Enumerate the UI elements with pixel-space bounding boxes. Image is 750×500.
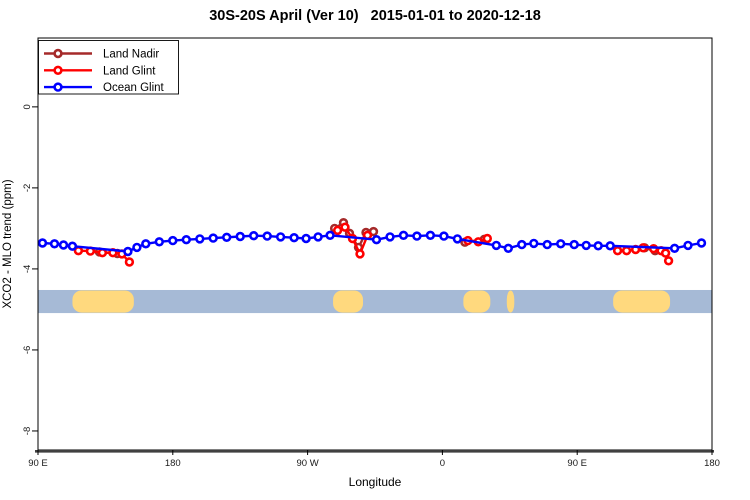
data-point-marker xyxy=(581,240,591,251)
x-axis-title: Longitude xyxy=(348,475,402,489)
x-tick-label: 90 E xyxy=(28,458,48,469)
data-point-marker xyxy=(452,234,463,244)
data-point-marker xyxy=(340,222,350,232)
data-point-marker xyxy=(683,240,693,251)
data-point-marker xyxy=(181,235,192,245)
legend-item-land-nadir: Land Nadir xyxy=(44,49,159,61)
x-tick-label: 180 xyxy=(704,458,720,469)
data-point-marker xyxy=(612,246,623,256)
data-point-marker xyxy=(313,232,323,242)
data-point-marker xyxy=(123,246,133,257)
y-tick-label: -8 xyxy=(22,427,33,435)
data-point-marker xyxy=(58,240,69,250)
legend: Land Nadir Land Glint Ocean Glint xyxy=(38,40,179,95)
y-tick-label: -4 xyxy=(22,265,33,273)
data-point-marker xyxy=(517,239,527,250)
data-point-marker xyxy=(542,239,552,250)
data-point-marker xyxy=(208,233,218,243)
data-point-marker xyxy=(696,238,707,248)
legend-marker-icon xyxy=(53,65,63,76)
legend-marker-icon xyxy=(53,48,63,59)
data-point-marker xyxy=(325,230,335,241)
data-point-marker xyxy=(332,225,343,236)
data-point-marker xyxy=(235,231,245,242)
data-point-marker xyxy=(385,232,395,242)
data-point-marker xyxy=(398,230,409,241)
data-point-marker xyxy=(275,232,286,242)
data-point-marker xyxy=(371,235,382,245)
data-point-marker xyxy=(355,249,365,259)
data-point-marker xyxy=(555,239,566,249)
data-point-marker xyxy=(569,239,579,250)
data-point-marker xyxy=(491,240,501,251)
data-point-marker xyxy=(605,241,615,251)
data-point-marker xyxy=(141,239,151,249)
data-point-marker xyxy=(425,230,436,241)
x-tick-label: 180 xyxy=(165,458,181,469)
legend-label: Land Glint xyxy=(103,65,156,77)
y-tick-label: 0 xyxy=(22,104,33,109)
data-point-marker xyxy=(482,233,492,244)
data-point-marker xyxy=(132,242,142,253)
data-point-marker xyxy=(195,234,205,244)
legend-item-ocean-glint: Ocean Glint xyxy=(44,82,165,94)
data-point-marker xyxy=(262,231,272,241)
map-band xyxy=(38,289,712,314)
map-band-land-blob xyxy=(506,290,515,313)
map-band-land-blob xyxy=(72,290,134,313)
data-point-marker xyxy=(67,241,78,251)
data-point-marker xyxy=(529,238,539,249)
data-point-marker xyxy=(669,243,680,254)
map-band-land-blob xyxy=(333,290,364,313)
y-tick-label: -6 xyxy=(22,346,33,354)
data-point-marker xyxy=(124,257,135,267)
data-point-marker xyxy=(593,241,603,251)
data-point-marker xyxy=(621,246,632,256)
data-point-marker xyxy=(660,248,671,258)
legend-label: Land Nadir xyxy=(103,49,159,61)
y-tick-label: -2 xyxy=(22,184,33,192)
data-point-marker xyxy=(249,231,259,241)
x-tick-label: 90 E xyxy=(567,458,587,469)
data-point-marker xyxy=(37,238,48,248)
series-ocean-glint xyxy=(37,230,707,257)
y-axis-title: XCO2 - MLO trend (ppm) xyxy=(2,179,14,308)
data-point-marker xyxy=(168,235,178,246)
data-point-marker xyxy=(503,243,513,254)
data-point-marker xyxy=(222,232,232,243)
x-tick-label: 0 xyxy=(440,458,445,469)
legend-marker-icon xyxy=(53,82,63,92)
data-point-marker xyxy=(412,231,422,241)
data-point-marker xyxy=(301,233,311,244)
map-band-land-blob xyxy=(463,290,491,313)
data-point-marker xyxy=(289,233,299,243)
map-band-ocean xyxy=(38,289,712,314)
data-point-marker xyxy=(439,231,449,241)
legend-label: Ocean Glint xyxy=(103,82,165,94)
x-tick-label: 90 W xyxy=(297,458,319,469)
data-point-marker xyxy=(154,237,165,247)
data-point-marker xyxy=(663,256,674,266)
legend-item-land-glint: Land Glint xyxy=(44,65,156,77)
data-point-marker xyxy=(49,239,60,249)
chart-title: 30S-20S April (Ver 10) 2015-01-01 to 202… xyxy=(209,8,541,24)
map-band-land-blob xyxy=(613,290,671,313)
